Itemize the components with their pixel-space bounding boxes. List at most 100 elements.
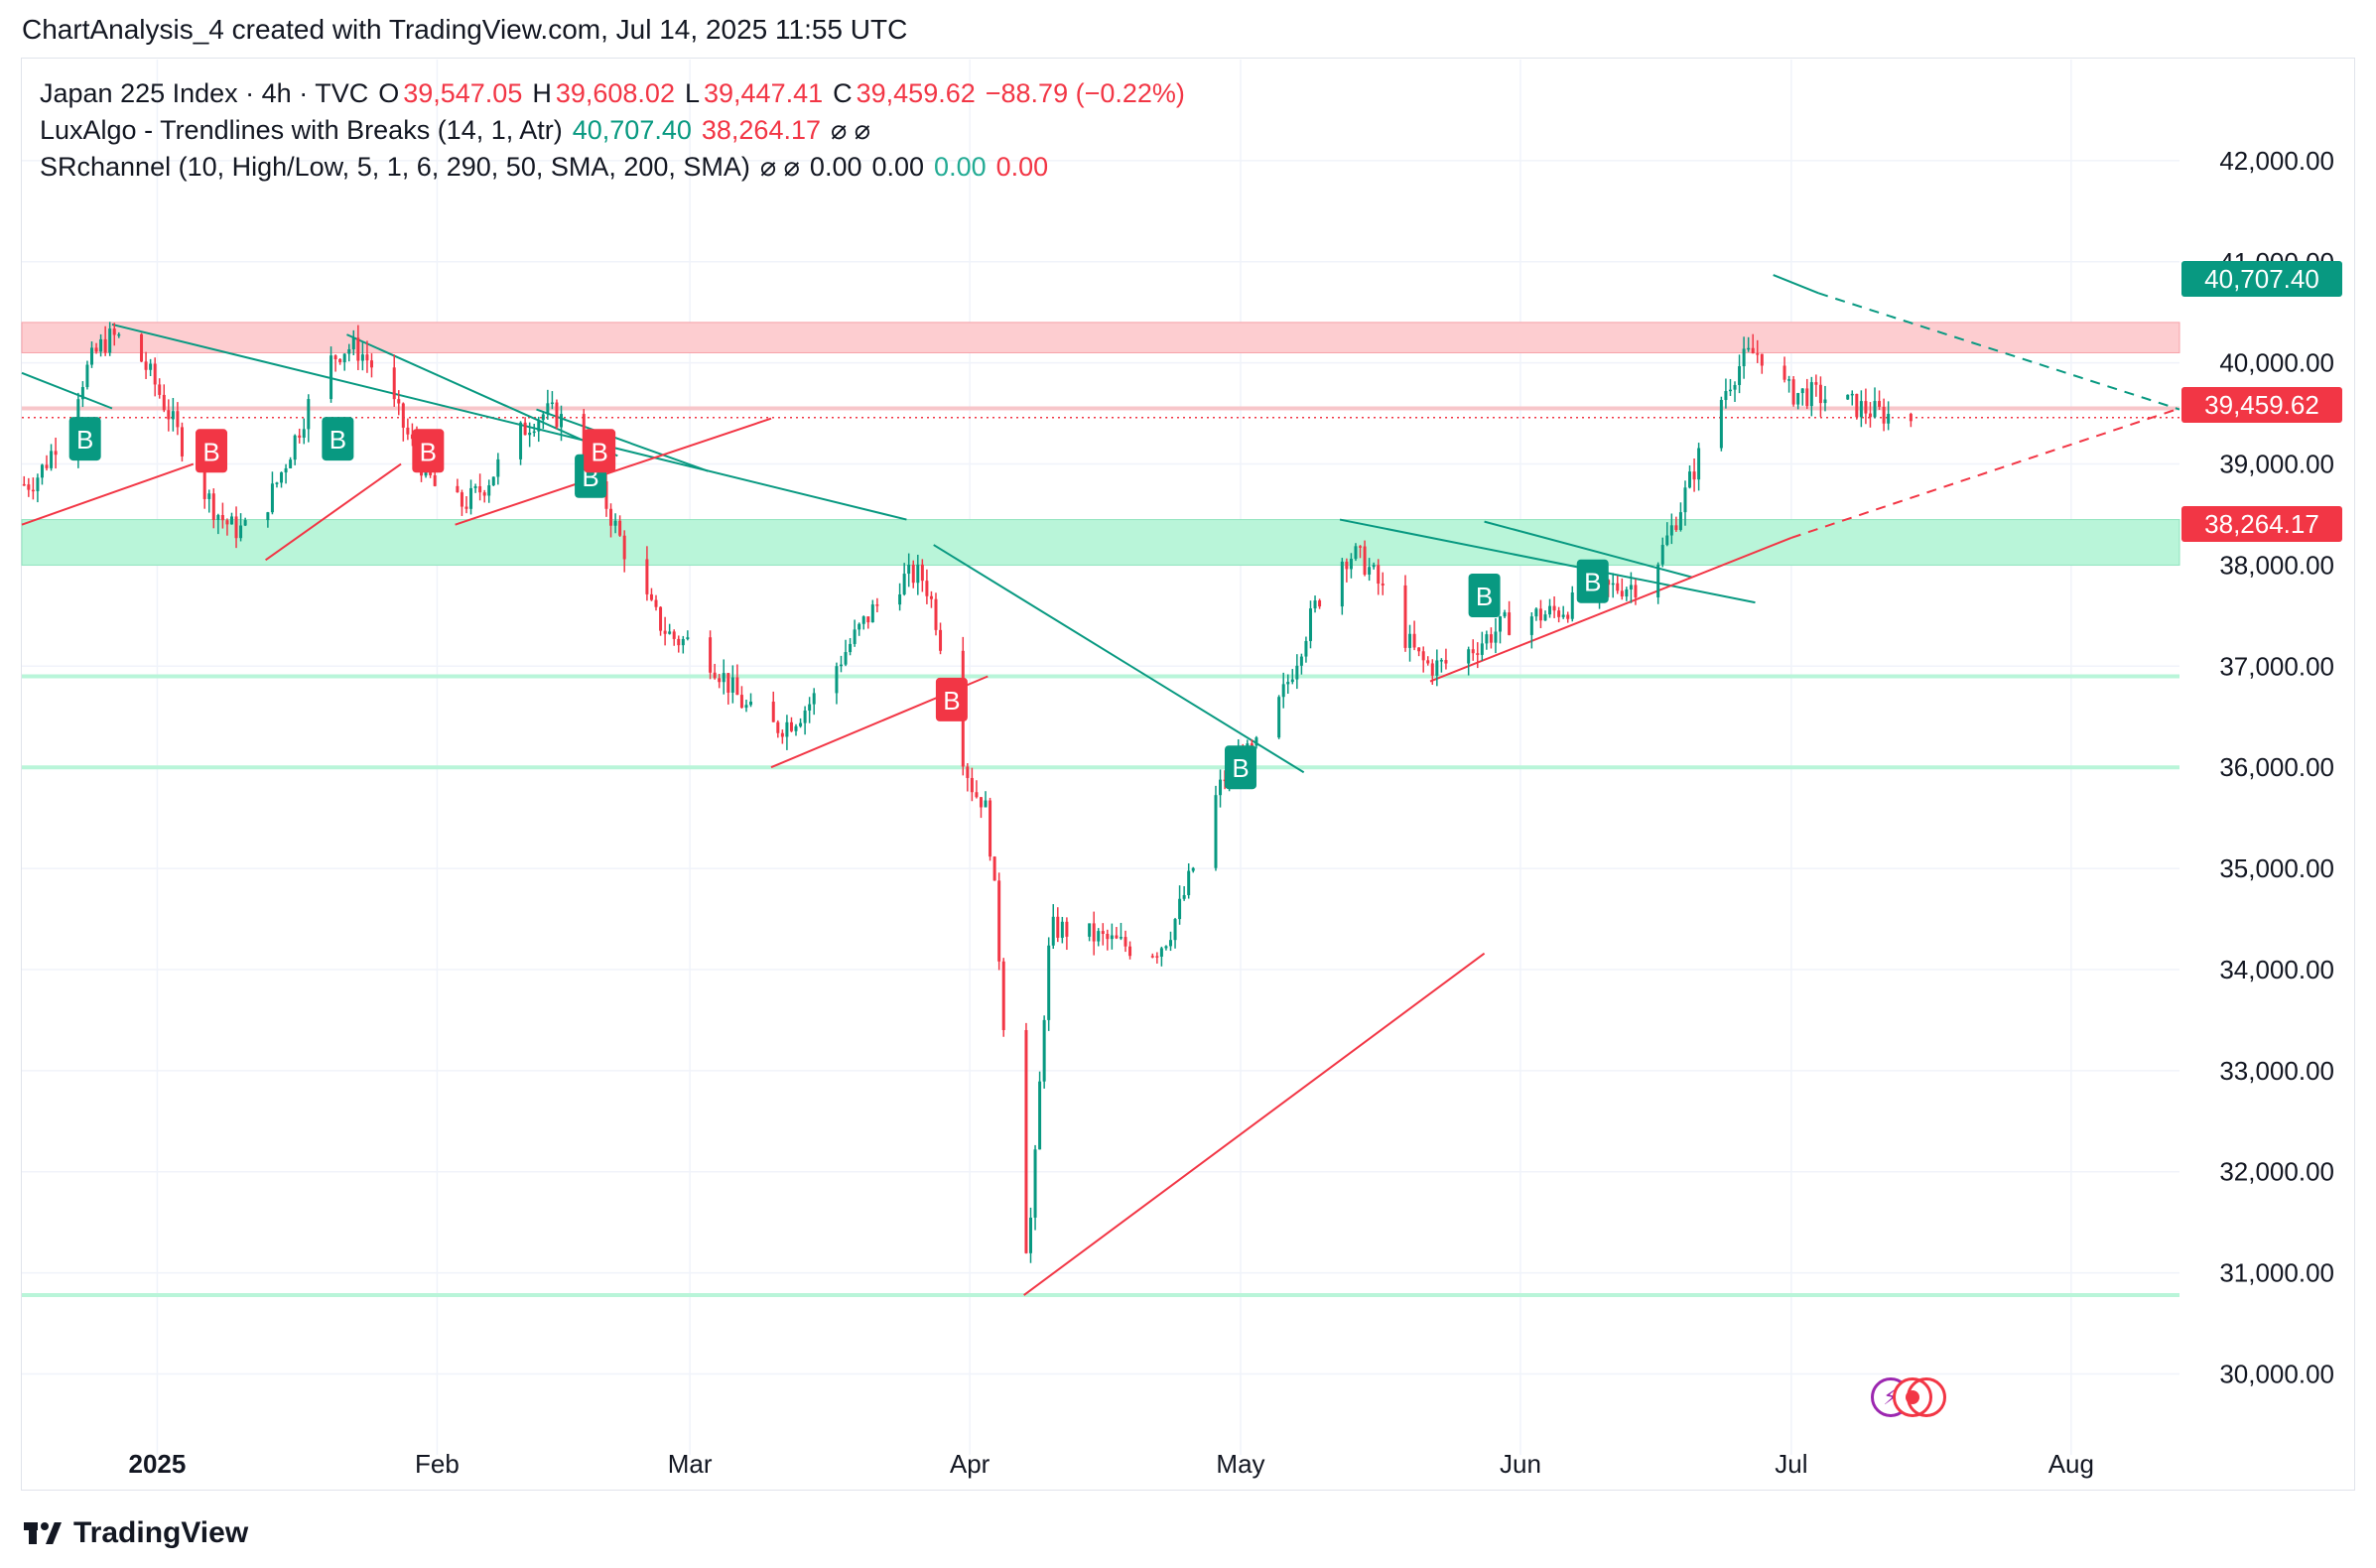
candle-body (1178, 898, 1182, 920)
candle-body (392, 367, 396, 400)
candle-body (1403, 585, 1407, 648)
candle-body (1747, 347, 1751, 350)
candle-body (1056, 916, 1060, 938)
candle-body (167, 410, 171, 420)
candle-body (397, 399, 401, 404)
candle-body (1756, 353, 1760, 355)
sell-break-marker-label: B (943, 686, 960, 716)
candle-body (103, 338, 107, 353)
candle-body (1620, 590, 1624, 597)
candle-body (939, 629, 943, 651)
candle-body (1106, 933, 1110, 940)
candle-body (1471, 649, 1475, 654)
candle-body (1557, 610, 1561, 617)
candle-body (1290, 679, 1294, 683)
chart-frame (21, 58, 2355, 1491)
indicator-2-value-2: 0.00 (871, 152, 925, 182)
candle-body (1128, 946, 1132, 957)
candle-body (1304, 640, 1308, 657)
candle-body (1873, 401, 1877, 418)
chart-tool-icons: ⚡ (1871, 1377, 1946, 1417)
candle-body (1534, 608, 1538, 617)
candle-body (1349, 559, 1353, 570)
candle-body (1110, 935, 1114, 940)
indicator-2-name[interactable]: SRchannel (10, High/Low, 5, 1, 6, 290, 5… (40, 152, 750, 182)
y-tick-label: 30,000.00 (2219, 1359, 2334, 1388)
candle-body (243, 520, 247, 526)
candle-body (1733, 384, 1737, 390)
candle-body (356, 337, 360, 361)
trendline-up (21, 462, 195, 526)
candle-body (1467, 649, 1471, 664)
legend-indicator-1-row: LuxAlgo - Trendlines with Breaks (14, 1,… (40, 112, 1185, 149)
trendline-down (346, 333, 618, 457)
symbol-name[interactable]: Japan 225 Index · 4h · TVC (40, 78, 369, 108)
candle-body (654, 599, 658, 607)
trendline-down (1339, 518, 1756, 604)
candle-body (1250, 743, 1254, 746)
candle-body (1088, 923, 1092, 937)
candle-body (158, 384, 162, 395)
indicator-2-value-1: 0.00 (809, 152, 862, 182)
candle-body (1001, 961, 1005, 1030)
candle-body (858, 623, 861, 630)
candle-body (1850, 393, 1854, 396)
y-tick-label: 36,000.00 (2219, 752, 2334, 782)
candle-body (1480, 643, 1484, 655)
candle-body (94, 347, 98, 352)
candle-body (730, 677, 734, 693)
candle-body (298, 435, 302, 438)
candle-body (1155, 956, 1159, 958)
candle-body (1363, 546, 1367, 575)
open-label: O (378, 78, 400, 108)
candle-body (1051, 916, 1055, 946)
candle-body (54, 451, 58, 456)
candle-body (1791, 379, 1795, 405)
candle-body (1508, 612, 1512, 635)
footer-brand[interactable]: TradingView (24, 1516, 248, 1550)
candle-body (1868, 413, 1872, 418)
candle-body (1616, 583, 1620, 591)
candle-body (1809, 382, 1813, 407)
candle-body (1805, 388, 1809, 407)
candle-body (1421, 651, 1425, 661)
candle-body (1159, 948, 1163, 957)
candle-body (1214, 795, 1218, 868)
candle-body (604, 481, 608, 509)
candle-body (1538, 608, 1542, 621)
trendline-up-active (1429, 536, 1792, 683)
candle-body (1092, 923, 1096, 942)
candle-body (1864, 401, 1868, 414)
candle-body (1101, 931, 1105, 934)
candle-body (1359, 546, 1363, 548)
candle-body (613, 520, 617, 526)
candle-body (22, 483, 26, 486)
candle-body (369, 360, 373, 368)
y-tick-label: 31,000.00 (2219, 1258, 2334, 1288)
candle-body (1724, 391, 1728, 401)
trendline-down (111, 323, 907, 521)
candle-body (1846, 394, 1850, 400)
candle-body (1029, 1217, 1033, 1253)
record-ring-icon[interactable] (1907, 1377, 1946, 1417)
candle-body (622, 535, 626, 560)
candle-body (555, 402, 559, 428)
indicator-1-name[interactable]: LuxAlgo - Trendlines with Breaks (14, 1,… (40, 115, 563, 145)
candle-body (1887, 414, 1891, 424)
candle-body (1187, 870, 1191, 896)
candle-body (1782, 365, 1786, 380)
candle-body (1308, 608, 1312, 641)
candle-body (1678, 512, 1682, 530)
candle-body (487, 485, 491, 496)
candle-body (739, 695, 743, 709)
candle-body (50, 451, 54, 468)
candle-body (1173, 919, 1177, 941)
candle-body (1286, 682, 1290, 685)
candle-body (27, 484, 31, 490)
sell-break-marker-label: B (591, 437, 607, 466)
candle-body (1760, 353, 1764, 366)
candle-body (1024, 1029, 1028, 1253)
candle-body (1219, 779, 1223, 796)
